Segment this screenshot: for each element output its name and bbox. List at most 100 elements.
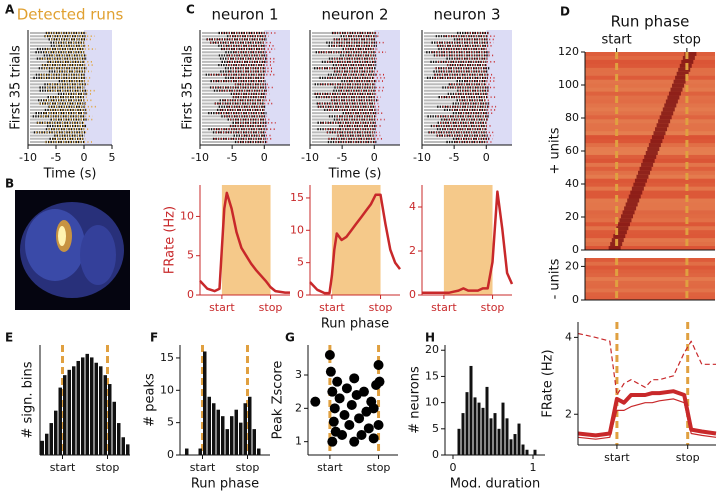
heatmap-peak: [658, 119, 671, 124]
y-tick-label: 15: [160, 351, 174, 364]
heatmap-peak: [631, 186, 644, 192]
scatter-point: [368, 403, 379, 414]
scatter-point: [327, 436, 338, 447]
heatmap-peak: [617, 222, 630, 227]
bar: [121, 437, 125, 455]
scatter-point: [349, 436, 360, 447]
y-tick-label: 2: [565, 407, 572, 420]
bar: [216, 409, 220, 455]
heatmap-peak: [648, 143, 661, 148]
heatmap-row: [585, 222, 715, 227]
scatter-point: [363, 423, 374, 434]
bar: [517, 423, 521, 455]
heatmap-peak: [627, 198, 640, 203]
x-axis-label: Run phase: [191, 477, 259, 492]
heatmap-peak: [670, 87, 683, 93]
bar: [207, 396, 211, 455]
heatmap-peak: [642, 158, 655, 164]
scatter-point: [332, 376, 343, 387]
y-axis-label: FRate (Hz): [541, 349, 556, 417]
heatmap-row: [585, 178, 715, 184]
x-tick-label: -5: [51, 151, 62, 164]
heatmap-peak: [619, 218, 632, 223]
bar: [198, 448, 202, 455]
x-tick-label: -10: [413, 151, 431, 164]
x-tick-label: start: [604, 451, 630, 464]
y-axis-label: First 35 trials: [181, 45, 196, 130]
heatmap-cells: [585, 258, 715, 301]
heatmap-peak: [614, 230, 627, 235]
bar: [252, 429, 256, 455]
x-tick-label: -5: [227, 151, 238, 164]
bar: [63, 375, 67, 455]
y-axis-label: - units: [548, 258, 563, 299]
heatmap-row: [585, 182, 715, 188]
heatmap-row: [585, 269, 715, 274]
heatmap-peak: [655, 127, 668, 132]
x-tick-label: 0: [483, 151, 490, 164]
x-tick-label: stop: [673, 33, 701, 48]
post-zone: [84, 30, 112, 145]
y-tick-label: 10: [290, 223, 304, 236]
bar: [49, 423, 53, 455]
bar: [45, 433, 49, 455]
chart-title: neuron 3: [433, 6, 500, 24]
bar: [243, 403, 247, 455]
bar: [85, 353, 89, 455]
scatter-point: [324, 350, 335, 360]
fiber-spot: [58, 226, 66, 246]
x-tick-label: stop: [367, 461, 391, 474]
heatmap-peak: [682, 55, 695, 61]
y-tick-label: 20: [565, 259, 579, 272]
panel-label: F: [150, 331, 158, 345]
heatmap-peak: [678, 67, 691, 73]
chart-title: Detected runs: [17, 6, 124, 24]
scatter-point: [339, 410, 350, 420]
heatmap-peak: [675, 75, 688, 81]
x-tick-label: 5: [109, 151, 116, 164]
y-axis-label: First 35 trials: [9, 45, 24, 130]
heatmap-row: [585, 210, 715, 215]
heatmap-row: [585, 139, 715, 144]
heatmap-row: [585, 135, 715, 140]
x-tick-label: -10: [19, 151, 37, 164]
heatmap-peak: [653, 131, 666, 136]
heatmap-row: [585, 95, 715, 101]
heatmap-row: [585, 83, 715, 89]
heatmap-row: [585, 292, 715, 297]
heatmap-row: [585, 119, 715, 124]
bar: [185, 448, 189, 455]
x-tick-label: start: [601, 33, 631, 48]
y-axis-label: # peaks: [143, 373, 158, 427]
scatter-point: [354, 413, 365, 424]
panel-label: B: [5, 177, 14, 191]
y-axis-label: Peak Zscore: [271, 361, 286, 440]
bar: [225, 429, 229, 455]
scatter-point: [334, 393, 345, 404]
bar: [117, 423, 121, 455]
y-axis-label: + units: [548, 127, 563, 174]
scatter-point: [327, 386, 338, 397]
bar: [473, 397, 477, 455]
bar: [212, 403, 216, 455]
heatmap-row: [585, 103, 715, 108]
bar: [501, 402, 505, 455]
bar: [461, 413, 465, 455]
x-tick-label: -5: [449, 151, 460, 164]
heatmap-row: [585, 123, 715, 128]
heatmap-row: [585, 202, 715, 207]
heatmap-row: [585, 67, 715, 73]
x-tick-label: stop: [259, 301, 283, 314]
bar: [54, 410, 58, 455]
y-tick-label: 3: [295, 368, 302, 381]
y-tick-label: 5: [167, 416, 174, 429]
y-axis-label: # sign. bins: [21, 361, 36, 438]
heatmap-peak: [622, 210, 635, 215]
bar: [257, 448, 261, 455]
bar: [525, 449, 529, 455]
bar: [239, 422, 243, 455]
x-tick-label: stop: [676, 451, 700, 464]
heatmap-peak: [659, 115, 672, 120]
y-axis-label: # neurons: [408, 366, 423, 434]
heatmap-peak: [661, 111, 674, 116]
